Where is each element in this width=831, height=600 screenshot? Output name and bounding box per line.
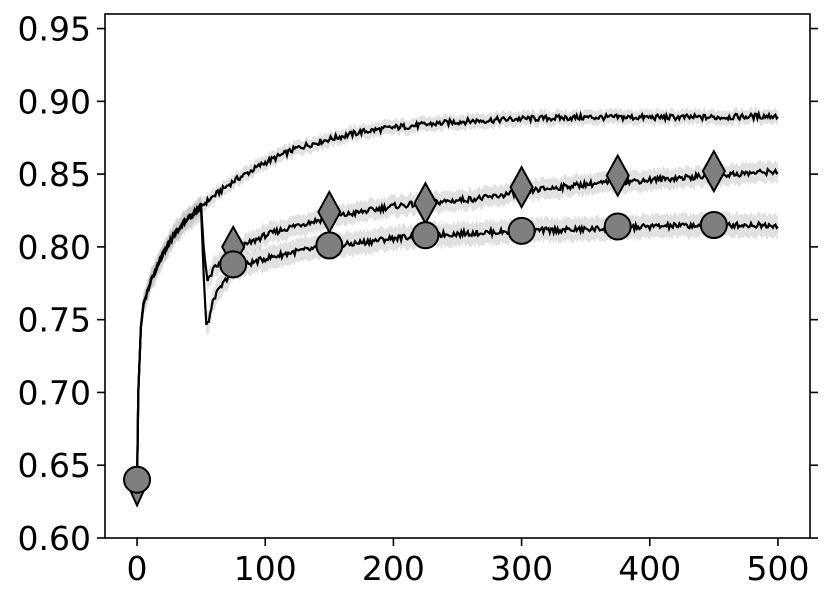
circle-marker: [315, 231, 344, 260]
band-series-2: [137, 159, 778, 498]
x-tick-label: 500: [746, 549, 809, 588]
y-tick-label: 0.75: [18, 301, 91, 340]
x-tick-label: 300: [490, 549, 553, 588]
x-axis: 0 100 200 300 400 500: [127, 538, 809, 588]
diamond-marker: [605, 153, 630, 198]
series-markers: [123, 149, 728, 508]
y-tick-label: 0.95: [18, 10, 91, 49]
y-tick-label: 0.80: [18, 228, 91, 267]
circle-marker: [123, 465, 152, 494]
x-tick-label: 200: [362, 549, 425, 588]
y-tick-label: 0.90: [18, 82, 91, 121]
y-tick-label: 0.65: [18, 446, 91, 485]
circle-marker: [603, 212, 632, 241]
y-tick-label: 0.60: [18, 519, 91, 558]
diamond-marker: [509, 165, 534, 210]
circle-marker: [507, 216, 536, 245]
diamond-marker: [413, 181, 438, 226]
y-tick-label: 0.85: [18, 155, 91, 194]
band-series-1: [137, 106, 778, 495]
x-tick-label: 400: [618, 549, 681, 588]
x-tick-label: 100: [234, 549, 297, 588]
circle-marker: [219, 250, 248, 279]
x-tick-label: 0: [127, 549, 148, 588]
circle-marker: [411, 221, 440, 250]
confidence-bands: [137, 106, 778, 499]
y-axis: 0.60 0.65 0.70 0.75 0.80 0.85 0.90 0.95: [18, 10, 818, 558]
line-series-1: [135, 109, 779, 488]
diamond-marker: [701, 149, 727, 194]
y-tick-label: 0.70: [18, 373, 91, 412]
circle-marker: [699, 211, 728, 240]
plot-frame: [104, 13, 811, 539]
